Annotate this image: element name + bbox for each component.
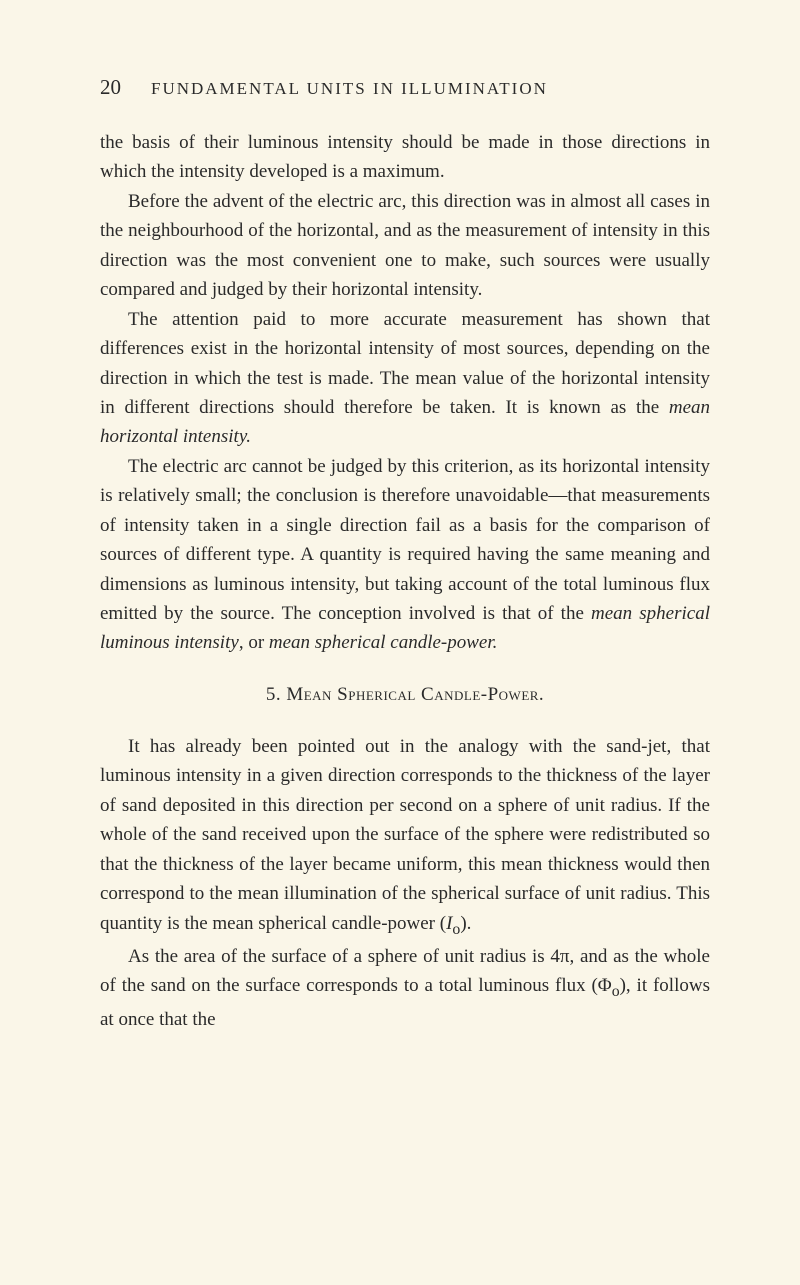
paragraph-4: The electric arc cannot be judged by thi…: [100, 452, 710, 658]
p3-text: The attention paid to more accurate meas…: [100, 309, 710, 418]
p5-text-a: It has already been pointed out in the a…: [100, 736, 710, 934]
p6-sub: o: [612, 983, 620, 1000]
paragraph-3: The attention paid to more accurate meas…: [100, 305, 710, 452]
p4-italic-2: mean spherical candle-power.: [269, 632, 497, 653]
paragraph-1: the basis of their luminous intensity sh…: [100, 128, 710, 187]
section-title: Mean Spherical Candle-Power.: [286, 684, 544, 705]
page-number: 20: [100, 75, 121, 100]
p4-text-b: , or: [239, 632, 269, 653]
p4-text-a: The electric arc cannot be judged by thi…: [100, 456, 710, 624]
paragraph-5: It has already been pointed out in the a…: [100, 732, 710, 942]
section-number: 5.: [266, 684, 281, 705]
section-heading: 5. Mean Spherical Candle-Power.: [100, 684, 710, 706]
paragraph-6: As the area of the surface of a sphere o…: [100, 942, 710, 1034]
running-title: FUNDAMENTAL UNITS IN ILLUMINATION: [151, 79, 548, 99]
paragraph-2: Before the advent of the electric arc, t…: [100, 187, 710, 305]
p5-text-b: ).: [460, 913, 471, 934]
page-header: 20 FUNDAMENTAL UNITS IN ILLUMINATION: [100, 75, 710, 100]
